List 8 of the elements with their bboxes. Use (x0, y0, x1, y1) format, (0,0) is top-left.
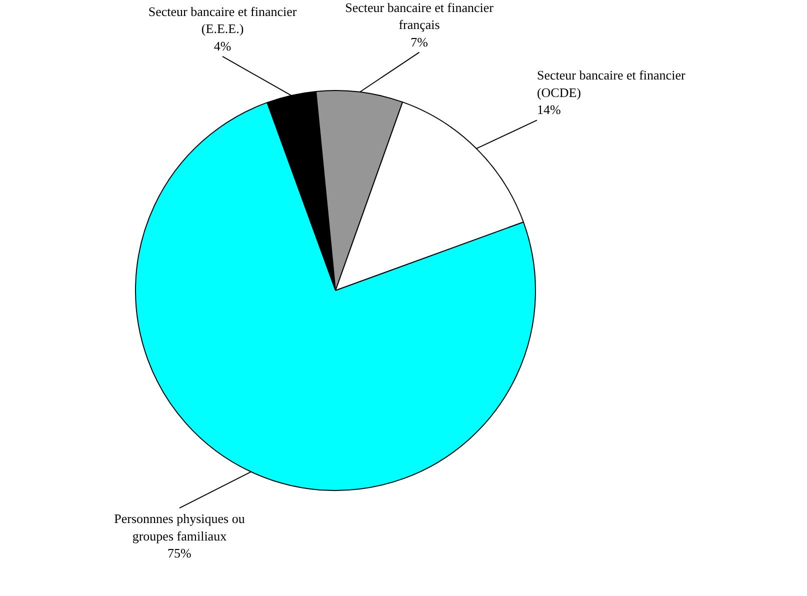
slice-label: Personnnes physiques ou groupes familiaux (114, 511, 246, 544)
slice-label: Secteur bancaire et financier (OCDE) (536, 68, 686, 100)
data-label: 7% (410, 34, 428, 50)
slice-label: Secteur bancaire et financier français (345, 0, 494, 32)
data-label: 14% (536, 102, 561, 118)
data-label: 4% (214, 38, 232, 54)
slice-label: Secteur bancaire et financier (E.E.E.) (148, 4, 298, 36)
data-label: 75% (168, 546, 192, 561)
